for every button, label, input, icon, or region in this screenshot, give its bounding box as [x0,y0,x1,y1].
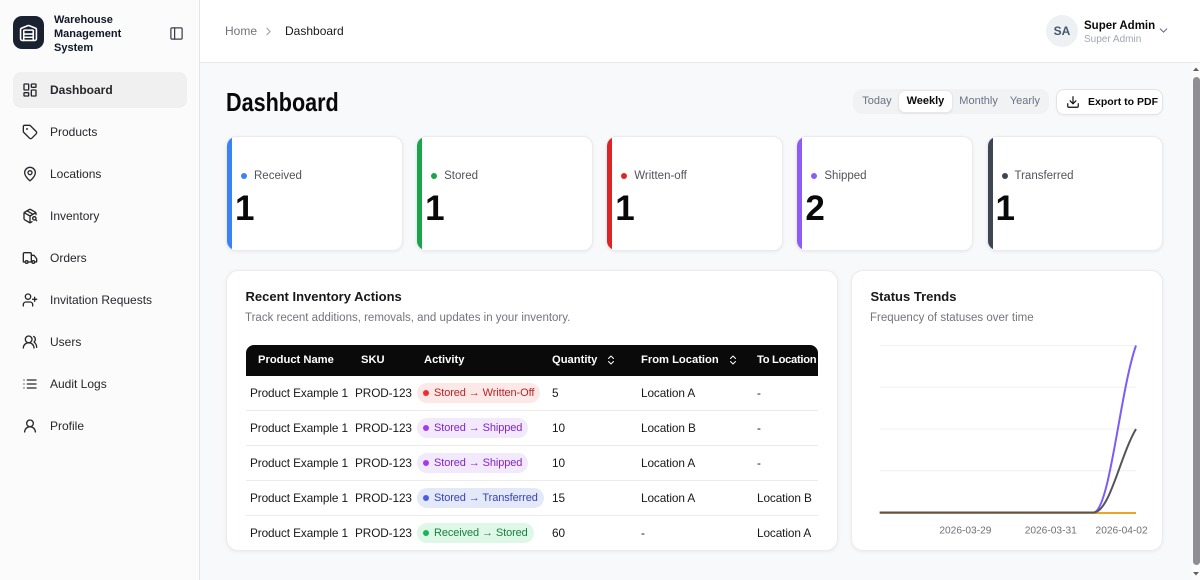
svg-text:2026-04-02: 2026-04-02 [1096,526,1148,537]
svg-text:2026-03-31: 2026-03-31 [1025,526,1077,537]
svg-text:2026-03-29: 2026-03-29 [939,526,991,537]
